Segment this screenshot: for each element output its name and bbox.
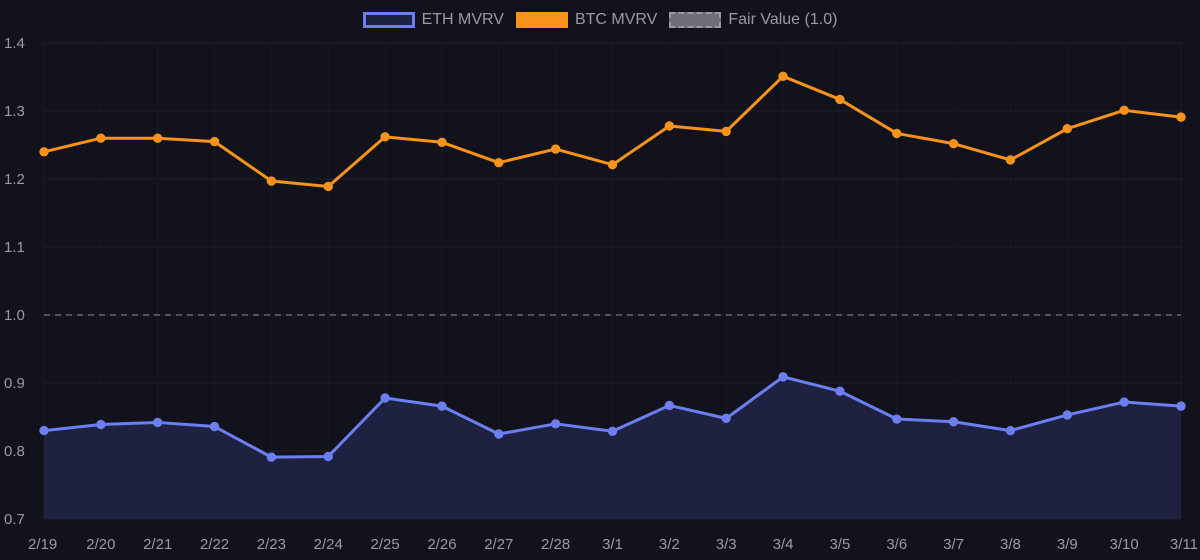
btc-data-point[interactable] — [948, 138, 959, 149]
x-tick-label: 3/9 — [1057, 536, 1078, 553]
btc-data-point[interactable] — [266, 176, 277, 186]
btc-data-point[interactable] — [1119, 105, 1129, 116]
legend-item-fair-value[interactable]: Fair Value (1.0) — [669, 11, 837, 29]
y-tick-label: 1.4 — [4, 35, 25, 52]
x-tick-label: 3/6 — [886, 536, 907, 553]
btc-data-point[interactable] — [1005, 155, 1016, 165]
y-tick-label: 1.2 — [4, 171, 25, 188]
x-tick-label: 3/3 — [716, 536, 737, 553]
eth-data-point[interactable] — [664, 400, 675, 411]
x-tick-label: 2/28 — [541, 536, 570, 553]
x-tick-label: 3/7 — [943, 536, 964, 553]
y-tick-label: 1.3 — [4, 103, 25, 120]
x-tick-label: 3/2 — [659, 536, 680, 553]
btc-data-point[interactable] — [607, 160, 618, 170]
eth-data-point[interactable] — [550, 419, 561, 429]
y-tick-label: 0.8 — [4, 443, 25, 460]
x-tick-label: 2/20 — [86, 536, 115, 553]
eth-data-point[interactable] — [607, 426, 618, 436]
eth-data-point[interactable] — [96, 419, 106, 430]
btc-data-point[interactable] — [550, 144, 561, 154]
btc-data-point[interactable] — [892, 128, 902, 139]
x-tick-label: 3/5 — [829, 536, 850, 553]
eth-data-point[interactable] — [1062, 410, 1073, 420]
eth-data-point[interactable] — [153, 417, 163, 428]
btc-data-point[interactable] — [380, 132, 390, 142]
btc-data-point[interactable] — [437, 137, 447, 147]
x-tick-label: 3/10 — [1110, 536, 1139, 553]
x-tick-label: 2/26 — [427, 536, 456, 553]
eth-data-point[interactable] — [892, 414, 902, 424]
legend-swatch-btc — [515, 12, 568, 28]
legend-swatch-fair-value — [669, 12, 722, 28]
legend-label-fair-value: Fair Value (1.0) — [728, 11, 838, 28]
chart-legend: ETH MVRV BTC MVRV Fair Value (1.0) — [0, 0, 1200, 40]
legend-item-btc[interactable]: BTC MVRV — [515, 11, 658, 29]
btc-data-point[interactable] — [494, 157, 504, 168]
eth-data-point[interactable] — [437, 401, 447, 411]
btc-data-point[interactable] — [39, 147, 49, 157]
x-tick-label: 2/21 — [143, 536, 172, 553]
x-tick-label: 2/25 — [370, 536, 399, 553]
x-tick-label: 2/22 — [200, 536, 229, 553]
eth-data-point[interactable] — [39, 425, 49, 436]
btc-data-point[interactable] — [721, 126, 731, 137]
y-tick-label: 1.1 — [4, 239, 25, 256]
legend-label-btc: BTC MVRV — [574, 11, 658, 28]
eth-data-point[interactable] — [1005, 425, 1016, 436]
btc-data-point[interactable] — [664, 121, 675, 131]
x-tick-label: 2/19 — [28, 536, 57, 553]
btc-data-point[interactable] — [1176, 112, 1186, 122]
x-tick-label: 2/27 — [484, 536, 513, 553]
btc-data-point[interactable] — [1062, 123, 1073, 134]
x-tick-label: 2/24 — [314, 536, 343, 553]
eth-area-fill — [44, 376, 1181, 519]
x-tick-label: 3/4 — [773, 536, 794, 553]
btc-data-point[interactable] — [96, 133, 106, 143]
y-tick-label: 0.9 — [4, 375, 25, 392]
eth-data-point[interactable] — [266, 452, 277, 462]
eth-data-point[interactable] — [778, 372, 788, 382]
eth-data-point[interactable] — [1176, 401, 1186, 411]
eth-data-point[interactable] — [209, 421, 220, 432]
y-tick-label: 0.7 — [4, 511, 25, 528]
y-tick-label: 1.0 — [4, 307, 25, 324]
btc-data-point[interactable] — [778, 71, 788, 82]
legend-label-eth: ETH MVRV — [421, 11, 504, 28]
btc-data-point[interactable] — [835, 94, 845, 105]
btc-data-point[interactable] — [153, 133, 163, 143]
eth-data-point[interactable] — [948, 417, 959, 427]
btc-data-point[interactable] — [209, 136, 220, 147]
eth-data-point[interactable] — [380, 393, 390, 403]
eth-data-point[interactable] — [721, 413, 731, 424]
eth-data-point[interactable] — [1119, 397, 1129, 407]
legend-item-eth[interactable]: ETH MVRV — [362, 11, 504, 29]
eth-data-point[interactable] — [323, 451, 333, 462]
x-tick-label: 2/23 — [257, 536, 286, 553]
x-tick-label: 3/1 — [602, 536, 623, 553]
eth-data-point[interactable] — [494, 429, 504, 439]
x-tick-label: 3/11 — [1170, 536, 1198, 553]
x-tick-label: 3/8 — [1000, 536, 1021, 553]
eth-data-point[interactable] — [835, 386, 845, 396]
legend-swatch-eth — [362, 12, 415, 28]
btc-data-point[interactable] — [323, 181, 333, 192]
